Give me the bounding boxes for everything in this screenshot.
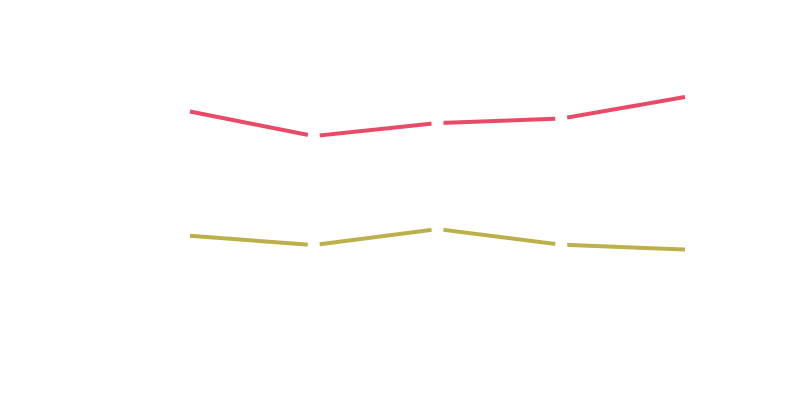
series-2-segment-3 xyxy=(443,227,556,246)
series-1-line xyxy=(189,95,686,138)
series-1-segment-1 xyxy=(189,109,309,137)
series-1-segment-4 xyxy=(566,95,686,120)
series-2-segment-1 xyxy=(189,233,308,247)
series-layer xyxy=(189,95,686,252)
series-2-line xyxy=(189,227,686,252)
series-1-segment-3 xyxy=(443,116,556,125)
series-2-segment-2 xyxy=(319,227,432,247)
series-1-segment-2 xyxy=(319,121,432,138)
series-2-segment-4 xyxy=(567,242,686,252)
